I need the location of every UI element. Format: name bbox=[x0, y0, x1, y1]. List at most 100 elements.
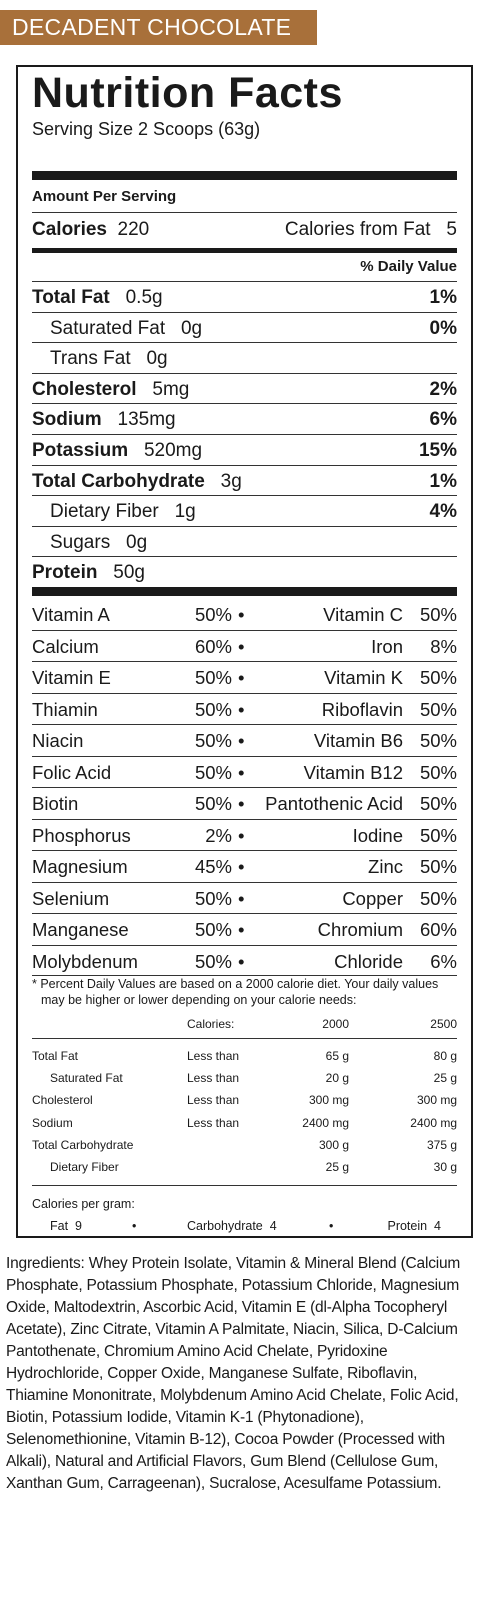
dv-table-cell: 25 g bbox=[325, 1160, 349, 1174]
dv-table-cell: Less than bbox=[187, 1115, 240, 1130]
divider bbox=[32, 1185, 457, 1186]
dv-table-cell: 30 g bbox=[433, 1160, 457, 1174]
bullet: • bbox=[238, 761, 245, 783]
vitamin-row: Vitamin E 50% • Vitamin K 50% bbox=[32, 662, 457, 693]
vitamin-name: Vitamin K bbox=[324, 667, 403, 688]
vitamin-row: Phosphorus 2% • Iodine 50% bbox=[32, 820, 457, 851]
cpg-fat-value: 9 bbox=[75, 1219, 82, 1233]
nutrient-row: Total Carbohydrate 3g 1% bbox=[32, 467, 457, 497]
vitamin-name: Zinc bbox=[368, 856, 403, 877]
panel-title: Nutrition Facts bbox=[32, 69, 343, 117]
calories-value: 220 bbox=[117, 219, 150, 240]
nutrient-amount: 0g bbox=[146, 348, 168, 370]
dv-table-header: Calories: 2000 2500 bbox=[32, 1013, 457, 1035]
bullet: • bbox=[238, 667, 245, 688]
bullet: • bbox=[238, 698, 245, 720]
divider bbox=[32, 495, 457, 497]
dv-table-row: Saturated Fat Less than 20 g 25 g bbox=[32, 1067, 457, 1089]
vitamin-row: Calcium 60% • Iron 8% bbox=[32, 631, 457, 662]
dv-header-calories: Calories: bbox=[187, 1017, 235, 1031]
vitamin-row: Manganese 50% • Chromium 60% bbox=[32, 914, 457, 945]
serving-size: Serving Size 2 Scoops (63g) bbox=[32, 119, 261, 139]
calories-per-gram-label: Calories per gram: bbox=[32, 1197, 135, 1211]
dv-table-cell: Less than bbox=[187, 1071, 240, 1086]
vitamin-row: Folic Acid 50% • Vitamin B12 50% bbox=[32, 757, 457, 788]
divider bbox=[32, 818, 457, 820]
vitamin-name: Riboflavin bbox=[321, 698, 403, 720]
calories-label: Calories bbox=[32, 219, 107, 240]
nutrient-label: Total Carbohydrate bbox=[32, 470, 205, 492]
vitamin-name: Iron bbox=[371, 635, 403, 657]
dv-table-cell: Total Fat bbox=[32, 1049, 79, 1063]
nutrient-amount: 0g bbox=[126, 531, 148, 553]
calories-from-fat-label: Calories from Fat bbox=[284, 219, 431, 240]
nutrient-label: Saturated Fat bbox=[50, 317, 166, 339]
calories-from-fat: Calories from Fat 5 bbox=[285, 215, 457, 245]
nutrient-daily-value: 2% bbox=[429, 378, 457, 400]
dv-table-cell: 65 g bbox=[325, 1049, 349, 1063]
dv-table-cell: Total Carbohydrate bbox=[32, 1137, 134, 1152]
vitamin-name: Biotin bbox=[32, 793, 79, 814]
dv-table-cell: 25 g bbox=[433, 1071, 457, 1086]
bullet: • bbox=[238, 887, 245, 909]
dv-header-2500: 2500 bbox=[430, 1017, 457, 1031]
nutrient-amount: 3g bbox=[220, 470, 242, 492]
cpg-carbohydrate: Carbohydrate 4 bbox=[187, 1215, 277, 1237]
nutrient-amount: 1g bbox=[174, 501, 196, 523]
bullet: • bbox=[132, 1219, 137, 1233]
divider bbox=[32, 464, 457, 466]
vitamin-percent: 50% bbox=[419, 730, 457, 751]
nutrient-label: Cholesterol bbox=[32, 378, 137, 400]
divider bbox=[32, 403, 457, 405]
thick-divider bbox=[32, 171, 457, 180]
bullet: • bbox=[238, 793, 245, 814]
vitamin-percent: 50% bbox=[194, 604, 232, 625]
vitamin-name: Vitamin E bbox=[32, 667, 111, 688]
bullet: • bbox=[238, 824, 245, 846]
dv-header-2000: 2000 bbox=[322, 1017, 349, 1031]
vitamin-row: Niacin 50% • Vitamin B6 50% bbox=[32, 725, 457, 756]
dv-table-row: Sodium Less than 2400 mg 2400 mg bbox=[32, 1112, 457, 1134]
vitamin-name: Iodine bbox=[352, 824, 403, 846]
vitamin-percent: 50% bbox=[419, 824, 457, 846]
divider bbox=[32, 724, 457, 725]
nutrient-label: Sodium bbox=[32, 409, 102, 431]
dv-table-cell: 2400 mg bbox=[302, 1115, 349, 1130]
amount-per-serving: Amount Per Serving bbox=[32, 182, 457, 212]
nutrition-facts-panel: Nutrition Facts Serving Size 2 Scoops (6… bbox=[16, 65, 473, 1238]
bullet: • bbox=[238, 635, 245, 657]
bullet: • bbox=[238, 856, 245, 877]
dv-table-row: Total Carbohydrate 300 g 375 g bbox=[32, 1134, 457, 1156]
nutrient-amount: 50g bbox=[113, 562, 145, 584]
footnote-line-1: * Percent Daily Values are based on a 20… bbox=[32, 977, 439, 991]
nutrient-amount: 135mg bbox=[117, 409, 176, 431]
bullet: • bbox=[329, 1219, 334, 1233]
bullet: • bbox=[238, 604, 245, 625]
vitamin-name: Selenium bbox=[32, 887, 110, 909]
divider bbox=[32, 944, 457, 946]
nutrient-row: Total Fat 0.5g 1% bbox=[32, 283, 457, 313]
vitamin-percent: 50% bbox=[194, 793, 232, 814]
divider bbox=[32, 372, 457, 374]
nutrient-label: Total Fat bbox=[32, 287, 110, 308]
vitamin-name: Vitamin A bbox=[32, 604, 110, 625]
vitamin-percent: 50% bbox=[194, 950, 232, 972]
medium-divider bbox=[32, 248, 457, 253]
vitamin-percent: 60% bbox=[194, 635, 232, 657]
vitamin-name: Chloride bbox=[334, 950, 403, 972]
cpg-fat: Fat 9 bbox=[50, 1215, 82, 1237]
divider bbox=[32, 881, 457, 883]
nutrient-row: Saturated Fat 0g 0% bbox=[32, 314, 457, 344]
calories-per-gram-row: Fat 9 • Carbohydrate 4 • Protein 4 bbox=[32, 1215, 457, 1237]
vitamin-name: Molybdenum bbox=[32, 950, 138, 972]
nutrient-row: Cholesterol 5mg 2% bbox=[32, 375, 457, 405]
nutrient-daily-value: 4% bbox=[429, 501, 457, 523]
dv-table-cell: Sodium bbox=[32, 1115, 73, 1130]
dv-table-cell: Saturated Fat bbox=[50, 1071, 123, 1086]
dv-table-row: Total Fat Less than 65 g 80 g bbox=[32, 1045, 457, 1067]
vitamin-percent: 50% bbox=[419, 667, 457, 688]
vitamin-name: Copper bbox=[342, 887, 403, 909]
nutrient-amount: 5mg bbox=[152, 378, 190, 400]
vitamin-percent: 50% bbox=[419, 887, 457, 909]
calories-row: Calories 220 Calories from Fat 5 bbox=[32, 215, 457, 245]
